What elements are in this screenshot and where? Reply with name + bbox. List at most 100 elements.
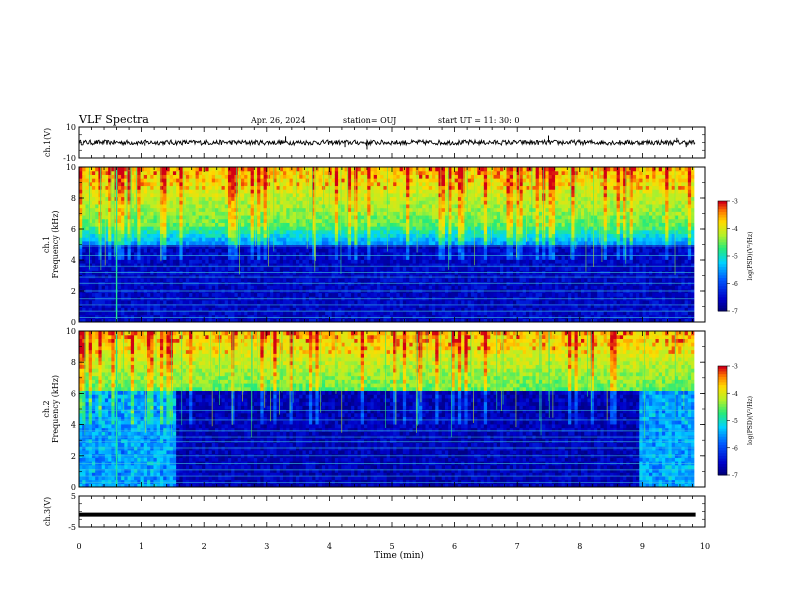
spectrogram-cell [221,181,226,187]
spectrogram-cell [240,274,245,279]
spectrogram-cell [386,214,391,220]
spectrogram-cell [283,307,287,312]
spectrogram-cell [305,226,310,231]
spectrogram-cell [347,299,352,305]
spectrogram-cell [402,255,407,260]
spectrogram-cell [198,203,203,209]
spectrogram-cell [85,266,90,271]
spectrogram-cell [415,259,420,264]
spectrogram-cell [140,170,145,175]
spectrogram-cell [435,307,440,312]
spectrogram-cell [448,218,453,223]
spectrogram-cell [344,218,349,223]
spectrogram-cell [137,292,142,297]
spectrogram-cell [331,218,336,223]
spectrogram-cell [360,170,365,175]
spectrogram-cell [270,296,274,301]
spectrogram-cell [419,292,423,297]
spectrogram-cell [357,262,362,268]
spectrogram-cell [195,266,200,271]
spectrogram-cell [389,262,394,268]
spectrogram-cell [121,240,125,246]
spectrogram-cell [451,207,456,212]
spectrogram-cell [143,222,148,227]
spectrogram-cell [91,277,96,282]
spectrogram-cell [134,244,138,249]
spectrogram-cell [305,292,310,297]
spectrogram-cell [250,167,255,172]
spectrogram-cell [351,167,355,172]
spectrogram-cell [367,226,372,231]
spectrogram-cell [328,266,333,271]
spectrogram-cell [127,174,132,179]
spectrogram-cell [292,200,297,205]
spectrogram-cell [257,266,261,271]
spectrogram-cell [82,274,87,279]
spectrogram-cell [409,248,414,253]
spectrogram-cell [289,196,294,201]
spectrogram-cell [318,218,323,223]
spectrogram-cell [438,259,443,264]
spectrogram-cell [279,192,284,198]
spectrogram-cell [192,310,197,316]
spectrogram-cell [441,318,446,322]
spectrogram-cell [354,307,359,312]
spectrogram-cell [438,178,443,183]
spectrogram-cell [82,244,87,249]
spectrogram-cell [208,237,213,242]
spectrogram-cell [247,229,252,235]
spectrogram-cell [312,310,317,316]
spectrogram-cell [79,277,83,282]
spectrogram-cell [260,296,265,301]
spectrogram-cell [389,296,394,301]
spectrogram-cell [373,274,378,279]
spectrogram-cell [393,307,397,312]
spectrogram-cell [318,211,323,216]
spectrogram-cell [224,274,229,279]
spectrogram-cell [260,248,265,253]
spectrogram-cell [270,285,274,290]
spectrogram-cell [147,203,151,209]
spectrogram-cell [121,244,125,249]
spectrogram-cell [357,229,362,235]
spectrogram-cell [451,248,456,253]
spectrogram-cell [266,277,271,282]
spectrogram-cell [286,207,291,212]
spectrogram-cell [402,266,407,271]
spectrogram-cell [95,314,100,319]
spectrogram-cell [240,240,245,246]
spectrogram-cell [124,285,129,290]
spectrogram-cell [412,251,417,257]
spectrogram-cell [325,189,329,194]
spectrogram-cell [127,259,132,264]
spectrogram-cell [432,174,436,179]
spectrogram-cell [286,196,291,201]
spectrogram-cell [367,167,372,172]
spectrogram-cell [82,200,87,205]
spectrogram-cell [247,214,252,220]
spectrogram-cell [227,178,232,183]
spectrogram-cell [91,200,96,205]
spectrogram-cell [451,229,456,235]
spectrogram-cell [195,207,200,212]
spectrogram-cell [399,233,404,238]
spectrogram-cell [444,303,449,308]
spectrogram-cell [172,277,177,282]
spectrogram-cell [435,196,440,201]
spectrogram-cell [189,240,193,246]
spectrogram-cell [208,266,213,271]
spectrogram-cell [321,318,326,322]
spectrogram-cell [260,181,265,187]
spectrogram-cell [425,185,430,190]
spectrogram-cell [344,185,349,190]
spectrogram-cell [347,167,352,172]
spectrogram-cell [415,170,420,175]
spectrogram-cell [147,218,151,223]
spectrogram-cell [393,185,397,190]
spectrogram-cell [299,185,304,190]
spectrogram-cell [367,170,372,175]
spectrogram-cell [111,240,116,246]
spectrogram-cell [276,189,281,194]
spectrogram-cell [176,248,180,253]
spectrogram-cell [231,314,236,319]
